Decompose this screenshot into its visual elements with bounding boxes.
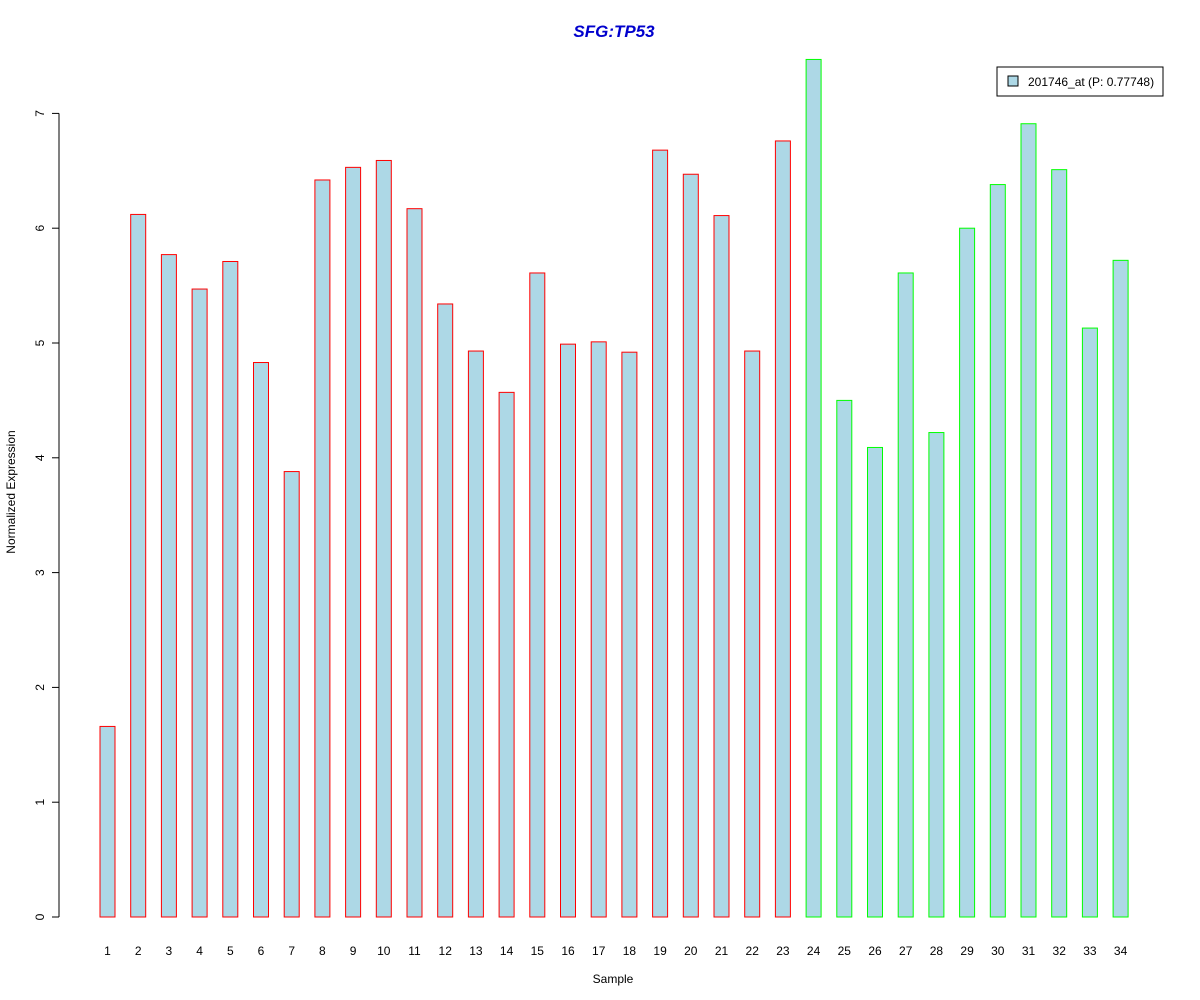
y-tick-label: 2 [33,684,47,691]
chart-title: SFG:TP53 [573,22,655,41]
bar-sample-4 [191,288,208,918]
bar-sample-32 [1051,169,1068,918]
y-tick-label: 1 [33,799,47,806]
y-tick-label: 7 [33,110,47,117]
legend-swatch [1007,75,1019,87]
y-axis: 0 1 2 3 4 5 6 7 [33,110,60,920]
x-tick-label: 25 [838,944,852,958]
x-tick-label: 20 [684,944,698,958]
x-tick-label: 21 [715,944,729,958]
bar-sample-16 [560,343,576,918]
bar-sample-5 [222,260,239,918]
x-tick-label: 8 [319,944,326,958]
x-tick-label: 16 [561,944,575,958]
bar-sample-30 [989,184,1006,918]
bar-sample-8 [314,179,331,918]
bar-sample-19 [652,149,669,918]
bar-sample-13 [467,350,484,918]
bar-sample-2 [130,213,147,918]
y-tick-label: 5 [33,339,47,346]
bar-sample-9 [345,166,362,918]
bar-sample-34 [1112,259,1129,918]
legend-box [996,66,1164,97]
y-tick-label: 6 [33,225,47,232]
x-tick-label: 19 [653,944,667,958]
x-tick-label: 1 [104,944,111,958]
y-tick-label: 4 [33,454,47,461]
bar-sample-17 [590,341,607,918]
x-tick-label: 12 [439,944,453,958]
x-tick-label: 5 [227,944,234,958]
x-tick-label: 22 [746,944,760,958]
bar-sample-20 [682,173,699,918]
bar-sample-3 [160,254,177,918]
x-tick-label: 26 [868,944,882,958]
x-axis-labels: 1 2 3 4 5 6 7 8 9 10 11 12 13 14 15 16 17 18 19 20 21 22 23 24 2… [104,944,1127,958]
x-tick-label: 4 [196,944,203,958]
bar-sample-15 [529,272,546,918]
bar-sample-10 [375,159,392,918]
bar-sample-26 [867,446,883,918]
bar-sample-18 [621,351,638,918]
x-tick-label: 2 [135,944,142,958]
bar-sample-27 [897,272,914,918]
x-tick-label: 6 [258,944,265,958]
x-tick-label: 33 [1083,944,1097,958]
legend: 201746_at (P: 0.77748) [996,66,1164,97]
bar-sample-31 [1020,123,1037,918]
bar-sample-33 [1081,327,1098,918]
y-tick-label: 3 [33,569,47,576]
x-tick-label: 28 [930,944,944,958]
x-tick-label: 27 [899,944,913,958]
x-tick-label: 13 [469,944,483,958]
x-tick-label: 29 [960,944,974,958]
bar-sample-24 [805,58,822,918]
x-tick-label: 7 [288,944,295,958]
bar-sample-14 [498,391,515,918]
bar-sample-11 [406,208,423,918]
x-tick-label: 17 [592,944,606,958]
bar-sample-6 [253,362,269,918]
x-tick-label: 24 [807,944,821,958]
bar-sample-29 [959,227,976,918]
bar-sample-22 [744,350,761,918]
x-tick-label: 34 [1114,944,1128,958]
y-tick-label: 0 [33,913,47,920]
bar-sample-23 [774,140,791,918]
bar-sample-21 [713,215,730,918]
x-tick-label: 31 [1022,944,1036,958]
x-axis-title: Sample [593,972,634,986]
x-tick-label: 30 [991,944,1005,958]
x-tick-label: 9 [350,944,357,958]
bar-sample-7 [283,471,300,918]
y-axis-title: Normalized Expression [4,430,18,553]
x-tick-label: 10 [377,944,391,958]
x-tick-label: 11 [408,944,421,958]
x-tick-label: 23 [776,944,790,958]
legend-label: 201746_at (P: 0.77748) [1028,75,1154,89]
bars [99,58,1129,918]
x-tick-label: 18 [623,944,637,958]
bar-sample-25 [836,399,853,918]
x-tick-label: 32 [1053,944,1067,958]
x-tick-label: 3 [166,944,173,958]
x-tick-label: 14 [500,944,514,958]
bar-sample-28 [928,432,945,918]
bar-sample-1 [99,725,116,918]
bar-sample-12 [437,303,454,918]
x-tick-label: 15 [531,944,545,958]
